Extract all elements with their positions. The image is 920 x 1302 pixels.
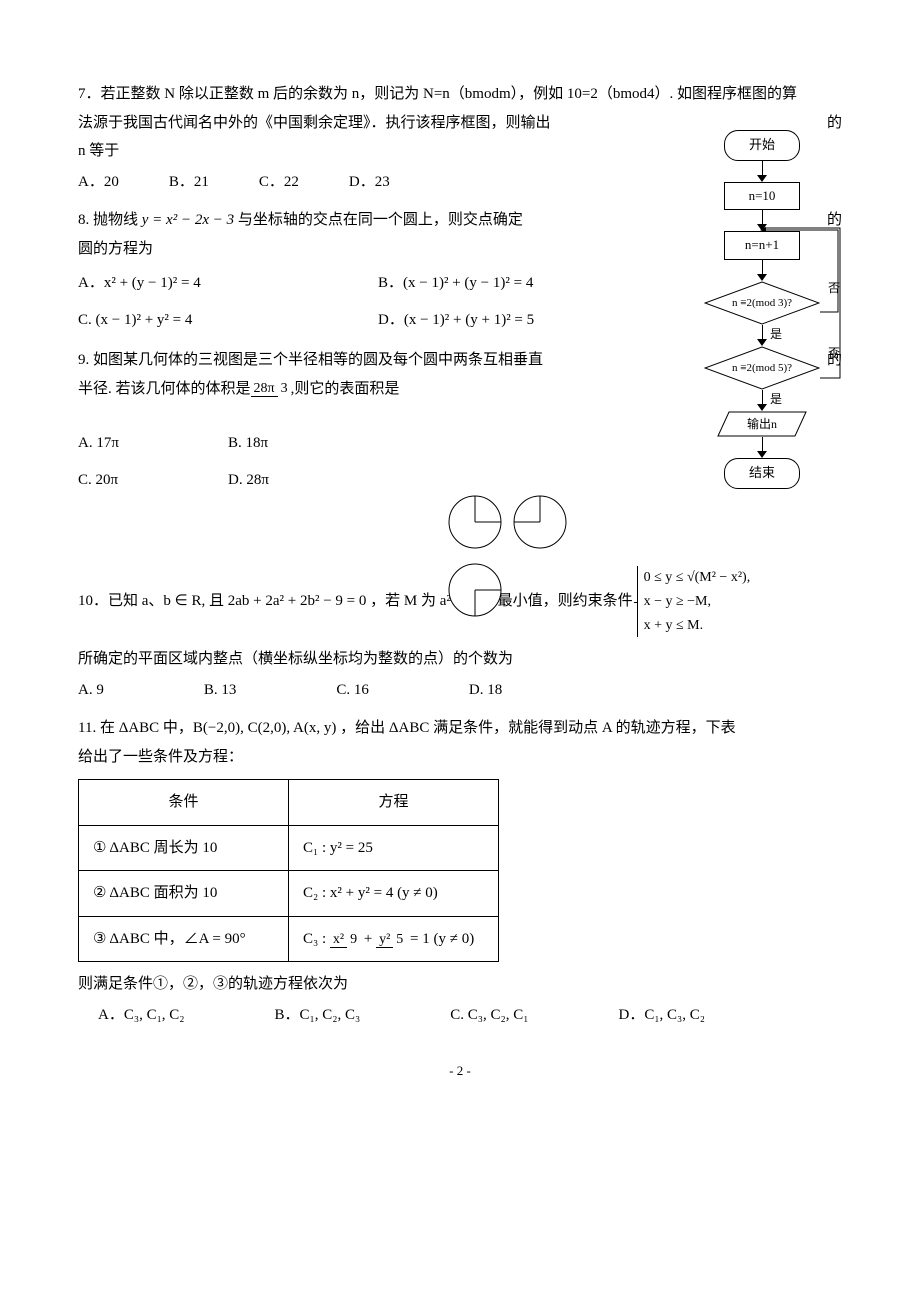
- page-number: - 2 -: [78, 1059, 842, 1084]
- flowchart: 开始 n=10 n=n+1 n ≡2(mod 3)? 否 是 n ≡2(mod …: [682, 130, 842, 489]
- fc-decision-1: n ≡2(mod 3)? 否: [704, 281, 820, 325]
- fc-decision-2: n ≡2(mod 5)? 否: [704, 346, 820, 390]
- question-11: 11. 在 ΔABC 中，B(−2,0), C(2,0), A(x, y) ，给…: [78, 714, 842, 1029]
- brace-icon: 0 ≤ y ≤ √(M² − x²), x − y ≥ −M, x + y ≤ …: [637, 566, 751, 637]
- condition-table: 条件 方程 ① ΔABC 周长为 10 C₁ : y² = 25 ② ΔABC …: [78, 779, 499, 962]
- three-views-figure: [440, 490, 580, 641]
- fc-end: 结束: [724, 458, 800, 489]
- fc-output: 输出n: [717, 411, 807, 437]
- fc-step: n=n+1: [724, 231, 800, 260]
- q11-choices: A．C₃, C₁, C₂ B．C₁, C₂, C₃ C. C₃, C₂, C₁ …: [98, 1001, 842, 1030]
- q10-choices: A. 9 B. 13 C. 16 D. 18: [78, 676, 842, 705]
- fc-start: 开始: [724, 130, 800, 161]
- fraction-icon: 28π3: [251, 381, 291, 396]
- fc-init: n=10: [724, 182, 800, 211]
